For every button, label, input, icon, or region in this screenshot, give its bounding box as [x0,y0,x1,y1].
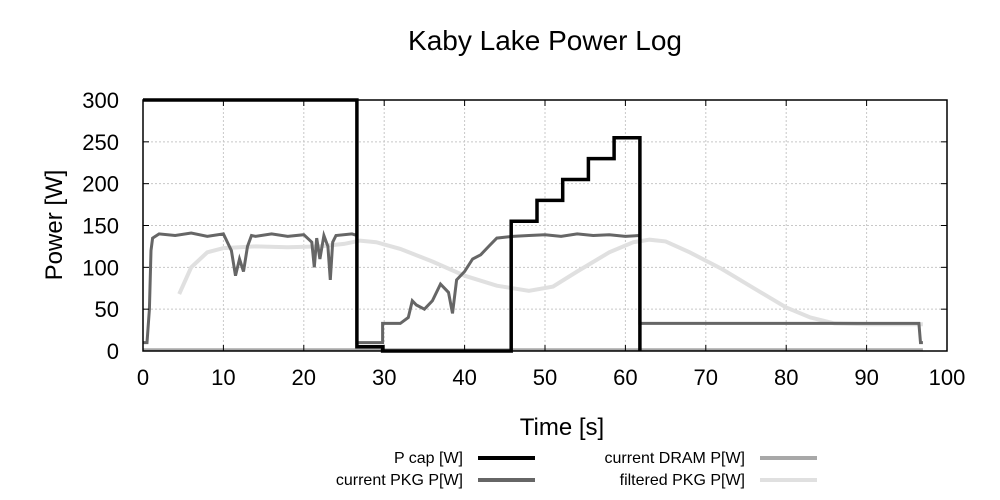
x-tick-label: 100 [929,365,966,390]
x-tick-label: 20 [292,365,316,390]
x-axis: 0 10 20 30 40 50 60 70 80 90 100 [137,100,965,390]
y-tick-label: 250 [82,130,119,155]
chart-title: Kaby Lake Power Log [408,25,682,56]
legend-label: current DRAM P[W] [605,450,745,467]
legend: P cap [W] current PKG P[W] current DRAM P[… [336,450,817,489]
x-axis-label: Time [s] [520,414,604,441]
x-tick-label: 10 [211,365,235,390]
y-tick-label: 200 [82,172,119,197]
x-tick-label: 90 [854,365,878,390]
series-layer [143,98,923,353]
y-tick-label: 150 [82,214,119,239]
y-tick-label: 0 [107,339,119,364]
y-axis-label: Power [W] [41,170,68,281]
series-line-3 [177,237,923,327]
x-tick-label: 50 [533,365,557,390]
legend-label: filtered PKG P[W] [620,472,745,489]
x-tick-label: 80 [774,365,798,390]
x-tick-label: 60 [613,365,637,390]
grid [143,100,947,351]
series-line-0 [143,98,642,353]
legend-label: current PKG P[W] [336,472,463,489]
y-tick-label: 100 [82,255,119,280]
y-axis: 0 50 100 150 200 250 300 [82,88,947,364]
x-tick-label: 0 [137,365,149,390]
x-tick-label: 30 [372,365,396,390]
x-tick-label: 40 [452,365,476,390]
y-tick-label: 50 [95,297,119,322]
x-tick-label: 70 [694,365,718,390]
series-line-1 [143,229,923,345]
legend-label: P cap [W] [394,450,463,467]
y-tick-label: 300 [82,88,119,113]
